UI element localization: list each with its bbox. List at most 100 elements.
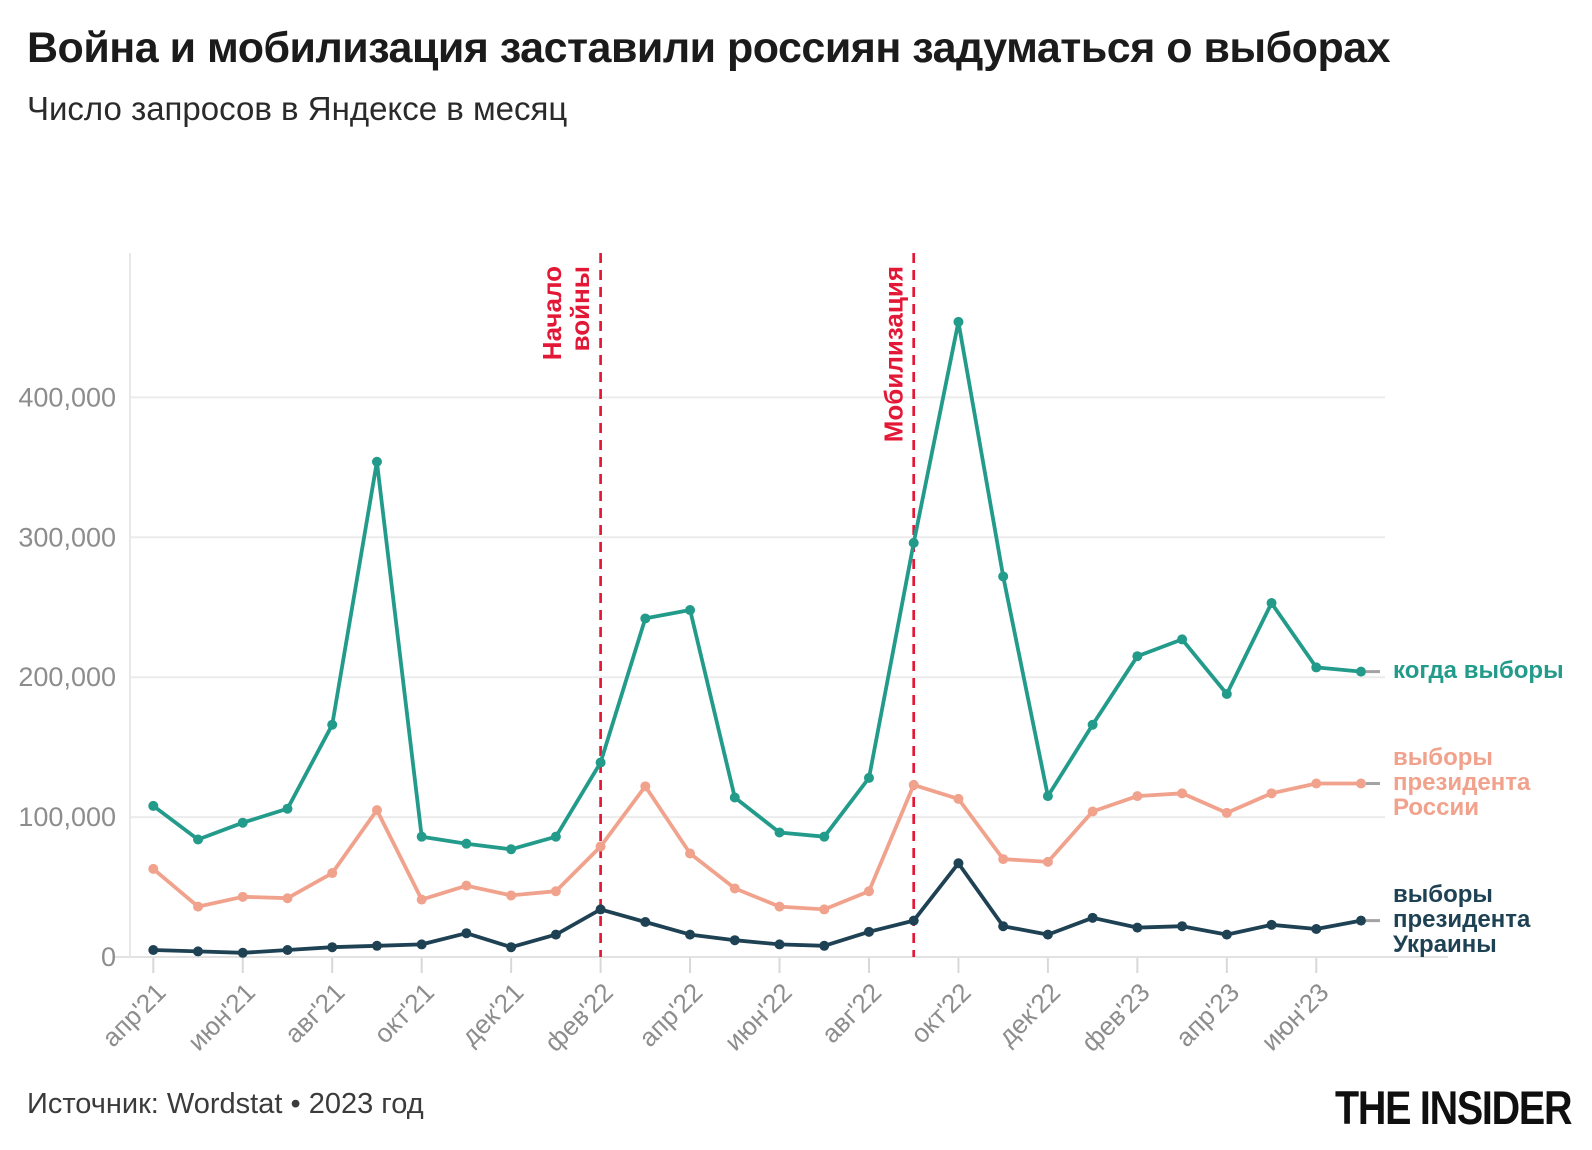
data-point-kogda-vybory [550,831,561,842]
data-point-vybory-prezidenta-ukrainy [327,942,338,953]
data-point-kogda-vybory [1356,666,1367,677]
y-axis-label: 300,000 [18,522,116,552]
data-point-vybory-prezidenta-rossii [193,901,204,912]
data-point-vybory-prezidenta-rossii [685,848,696,859]
publisher-logo: THE INSIDER [1334,1081,1572,1134]
legend-label-vybory-prezidenta-rossii: выборы президента России [1393,744,1531,822]
data-point-vybory-prezidenta-ukrainy [237,947,248,958]
data-point-vybory-prezidenta-ukrainy [1266,919,1277,930]
data-point-vybory-prezidenta-ukrainy [416,939,427,950]
data-point-kogda-vybory [595,757,606,768]
x-tick-label: окт'22 [905,977,977,1049]
data-point-vybory-prezidenta-rossii [953,793,964,804]
data-point-kogda-vybory [1042,791,1053,802]
data-point-vybory-prezidenta-rossii [640,781,651,792]
event-label-1: Мобилизация [878,266,909,443]
chart-title: Война и мобилизация заставили россиян за… [27,24,1391,72]
data-point-vybory-prezidenta-rossii [1221,807,1232,818]
data-point-vybory-prezidenta-ukrainy [908,915,919,926]
data-point-vybory-prezidenta-rossii [1042,856,1053,867]
data-point-vybory-prezidenta-ukrainy [1087,912,1098,923]
data-point-vybory-prezidenta-rossii [1087,806,1098,817]
data-point-vybory-prezidenta-ukrainy [506,942,517,953]
data-point-kogda-vybory [685,605,696,616]
data-point-kogda-vybory [327,719,338,730]
x-tick-label: апр'22 [633,977,709,1053]
data-point-kogda-vybory [953,316,964,327]
data-point-vybory-prezidenta-rossii [1356,778,1367,789]
data-point-vybory-prezidenta-rossii [729,883,740,894]
legend-label-vybory-prezidenta-ukrainy: выборы президента Украины [1393,881,1531,959]
data-point-kogda-vybory [774,827,785,838]
data-point-vybory-prezidenta-ukrainy [729,935,740,946]
data-point-kogda-vybory [237,817,248,828]
data-point-kogda-vybory [371,456,382,467]
data-point-vybory-prezidenta-rossii [237,891,248,902]
data-point-vybory-prezidenta-ukrainy [774,939,785,950]
x-tick-label: фев'23 [1075,977,1155,1057]
data-point-vybory-prezidenta-ukrainy [282,945,293,956]
data-point-vybory-prezidenta-ukrainy [998,921,1009,932]
legend-label-kogda-vybory: когда выборы [1393,657,1564,685]
x-tick-label: авг'22 [815,977,887,1049]
data-point-vybory-prezidenta-rossii [819,904,830,915]
data-point-vybory-prezidenta-ukrainy [685,929,696,940]
data-point-vybory-prezidenta-ukrainy [1311,924,1322,935]
data-point-vybory-prezidenta-rossii [371,805,382,816]
data-point-kogda-vybory [863,772,874,783]
data-point-vybory-prezidenta-ukrainy [595,904,606,915]
data-point-kogda-vybory [1132,651,1143,662]
data-point-vybory-prezidenta-ukrainy [1221,929,1232,940]
x-tick-label: июн'23 [1255,977,1334,1056]
data-point-vybory-prezidenta-rossii [863,886,874,897]
data-point-vybory-prezidenta-rossii [1177,788,1188,799]
y-axis-label: 100,000 [18,802,116,832]
event-label-0: Начало войны [537,266,596,361]
series-line-kogda-vybory [151,319,1363,852]
data-point-kogda-vybory [282,803,293,814]
chart-subtitle: Число запросов в Яндексе в месяц [27,90,568,127]
x-tick-label: авг'21 [279,977,351,1049]
data-point-kogda-vybory [416,831,427,842]
data-point-vybory-prezidenta-ukrainy [953,858,964,869]
series-line-vybory-prezidenta-ukrainy [151,861,1363,955]
data-point-kogda-vybory [1221,688,1232,699]
data-point-kogda-vybory [193,834,204,845]
data-point-kogda-vybory [1087,719,1098,730]
x-tick-label: апр'21 [96,977,172,1053]
data-point-vybory-prezidenta-ukrainy [640,917,651,928]
source-note: Источник: Wordstat • 2023 год [27,1088,424,1120]
data-point-vybory-prezidenta-rossii [506,890,517,901]
data-point-vybory-prezidenta-ukrainy [1177,921,1188,932]
series-line-vybory-prezidenta-rossii [151,781,1363,912]
data-point-vybory-prezidenta-rossii [327,868,338,879]
data-point-kogda-vybory [998,571,1009,582]
data-point-kogda-vybory [729,792,740,803]
data-point-vybory-prezidenta-ukrainy [1132,922,1143,933]
data-point-vybory-prezidenta-ukrainy [371,940,382,951]
data-point-vybory-prezidenta-ukrainy [148,945,159,956]
data-point-vybory-prezidenta-rossii [1132,791,1143,802]
data-point-vybory-prezidenta-rossii [908,779,919,790]
data-point-vybory-prezidenta-rossii [998,854,1009,865]
data-point-vybory-prezidenta-rossii [774,901,785,912]
data-point-vybory-prezidenta-rossii [1266,788,1277,799]
data-point-vybory-prezidenta-rossii [282,893,293,904]
data-point-vybory-prezidenta-ukrainy [550,929,561,940]
data-point-kogda-vybory [1266,598,1277,609]
data-point-vybory-prezidenta-rossii [148,863,159,874]
data-point-vybory-prezidenta-ukrainy [461,928,472,939]
data-point-vybory-prezidenta-ukrainy [819,940,830,951]
y-axis-label: 400,000 [18,382,116,412]
x-tick-label: фев'22 [539,977,619,1057]
data-point-vybory-prezidenta-rossii [416,894,427,905]
data-point-kogda-vybory [1177,634,1188,645]
x-tick-label: июн'22 [718,977,797,1056]
x-tick-label: апр'23 [1169,977,1245,1053]
data-point-vybory-prezidenta-ukrainy [863,926,874,937]
x-tick-label: дек'21 [455,977,529,1051]
chart-header: Война и мобилизация заставили россиян за… [27,20,1447,128]
x-tick-label: июн'21 [182,977,261,1056]
